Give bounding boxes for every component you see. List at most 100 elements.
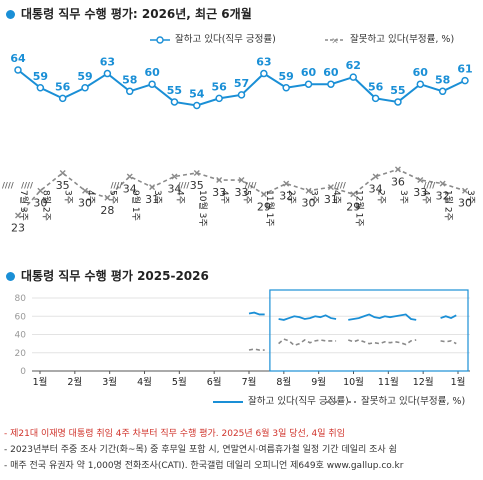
- disapprove-point: [59, 169, 66, 176]
- axis-break-mark: ////: [334, 181, 346, 190]
- disapprove-point: [260, 191, 267, 198]
- disapprove-data-label: 30: [458, 197, 472, 210]
- approve-data-label: 58: [435, 73, 450, 86]
- disapprove-trend-segment: [278, 338, 337, 347]
- y-tick-label: 40: [15, 331, 27, 341]
- approve-point: [371, 94, 380, 103]
- disapprove-data-label: 28: [100, 204, 114, 217]
- x-tick-label: 4월: [137, 376, 152, 386]
- approve-point: [36, 84, 45, 92]
- approve-data-label: 55: [167, 84, 182, 97]
- approve-data-label: 56: [55, 80, 71, 93]
- approve-trend-segment: [440, 314, 457, 320]
- disapprove-legend-swatch: ×: [325, 36, 345, 45]
- disapprove-data-label: 30: [33, 197, 47, 210]
- x-tick-label: 3주: [398, 190, 409, 204]
- disapprove-point: [439, 180, 446, 187]
- x-tick-label: 10월: [343, 376, 364, 386]
- disapprove-data-label: 33: [212, 186, 226, 199]
- legend-disapprove-label: 잘못하고 있다(부정률, %): [350, 34, 455, 45]
- legend2-approve-label: 잘하고 있다(직무 긍정률): [248, 396, 349, 407]
- approve-point: [58, 94, 67, 103]
- x-tick-label: 1월: [33, 376, 48, 386]
- x-tick-label: 8월 2주: [40, 190, 52, 221]
- chart2-legend-disapprove: 잘못하고 있다(부정률, %): [326, 393, 465, 407]
- x-tick-label: 4주: [85, 190, 96, 204]
- chart1-title: 대통령 직무 수행 평가: 2026년, 최근 6개월: [6, 5, 252, 22]
- x-tick-label: 8월: [276, 376, 291, 386]
- disapprove-data-label: 35: [190, 179, 204, 192]
- approve-data-label: 56: [368, 80, 384, 93]
- approve-data-label: 63: [256, 56, 271, 69]
- x-tick-label: 12월 1주: [353, 190, 365, 227]
- disapprove-data-label: 34: [167, 183, 181, 196]
- disapprove-point: [238, 177, 245, 184]
- disapprove-point: [37, 187, 44, 194]
- x-tick-label: 2주: [376, 190, 387, 204]
- axis-break-mark: ////: [423, 181, 435, 190]
- chart1-legend-disapprove: × 잘못하고 있다(부정률, %): [325, 31, 454, 45]
- note-3: - 매주 전국 유권자 약 1,000명 전화조사(CATI). 한국갤럽 데일…: [4, 461, 404, 471]
- x-tick-label: 3주: [309, 190, 320, 204]
- svg-text:×: ×: [331, 36, 339, 45]
- y-tick-label: 0: [20, 367, 26, 377]
- disapprove-point: [372, 173, 379, 180]
- disapprove-data-label: 33: [413, 186, 427, 199]
- x-tick-label: 3주: [465, 190, 476, 204]
- disapprove-point: [417, 177, 424, 184]
- approve-point: [438, 87, 447, 96]
- x-tick-label: 4주: [174, 190, 185, 204]
- disapprove-point: [462, 187, 468, 194]
- disapprove-data-label: 33: [235, 186, 249, 199]
- legend2-disapprove-label: 잘못하고 있다(부정률, %): [361, 396, 466, 407]
- chart2-title: 대통령 직무 수행 평가 2025-2026: [6, 267, 209, 284]
- disapprove-data-label: 35: [56, 179, 70, 192]
- axis-break-mark: ////: [2, 181, 14, 190]
- chart2-legend-approve: 잘하고 있다(직무 긍정률): [213, 393, 349, 407]
- disapprove-data-label: 30: [78, 197, 92, 210]
- approve-trend-segment: [348, 313, 417, 321]
- approve-point: [215, 94, 223, 103]
- disapprove-point: [305, 187, 312, 194]
- disapprove-point: [350, 191, 357, 198]
- approve-point: [237, 91, 246, 99]
- disapprove-data-label: 31: [324, 193, 338, 206]
- bullet-icon: [6, 272, 15, 281]
- chart2-svg: 0 20 40 60 80 1월 2월 3월 4월 5월 6월 7월 8월 9월 10월 11월 12월 1월: [15, 289, 470, 386]
- chart1-title-text: 대통령 직무 수행 평가: 2026년, 최근 6개월: [21, 7, 252, 21]
- x-tick-label: 11월: [378, 376, 399, 386]
- approve-trend-segment: [248, 311, 265, 316]
- approve-data-label: 60: [323, 66, 339, 79]
- x-tick-label: 4주: [331, 190, 342, 204]
- disapprove-point: [327, 184, 334, 191]
- chart1-svg: 64 59 56 59 63 58 60 55 54 56 57 63 59 60 60 62 56 55 60 58…: [2, 52, 476, 235]
- disapprove-point: [15, 212, 21, 219]
- x-tick-label: 3월: [102, 376, 117, 386]
- disapprove-point: [216, 177, 223, 184]
- approve-point: [148, 80, 156, 88]
- x-tick-label: 1월 2주: [443, 190, 455, 221]
- approve-data-label: 54: [189, 88, 205, 101]
- y-tick-label: 20: [15, 349, 27, 359]
- x-tick-label: 5주: [242, 190, 253, 204]
- y-tick-label: 60: [15, 312, 27, 322]
- approve-point: [394, 98, 402, 106]
- disapprove-data-label: 31: [145, 193, 159, 206]
- disapprove-point: [82, 187, 89, 194]
- disapprove-data-label: 34: [123, 183, 137, 196]
- note-2: - 2023년부터 주중 조사 기간(화~목) 중 후무일 포함 시, 연말연시…: [4, 445, 397, 455]
- y-tick-label: 80: [15, 294, 27, 304]
- axis-break-mark: ////: [21, 181, 33, 190]
- approve-legend-line: [213, 400, 243, 403]
- approve-data-label: 63: [100, 56, 115, 69]
- approve-data-label: 59: [77, 70, 92, 83]
- disapprove-data-label: 29: [346, 200, 360, 213]
- x-tick-label: 3주: [152, 190, 163, 204]
- bullet-icon: [6, 10, 15, 19]
- disapprove-point: [104, 194, 111, 201]
- disapprove-data-label: 36: [391, 175, 405, 188]
- disapprove-data-label: 23: [11, 222, 25, 235]
- disapprove-data-label: 34: [369, 183, 383, 196]
- disapprove-point: [171, 173, 178, 180]
- approve-data-label: 57: [234, 77, 249, 90]
